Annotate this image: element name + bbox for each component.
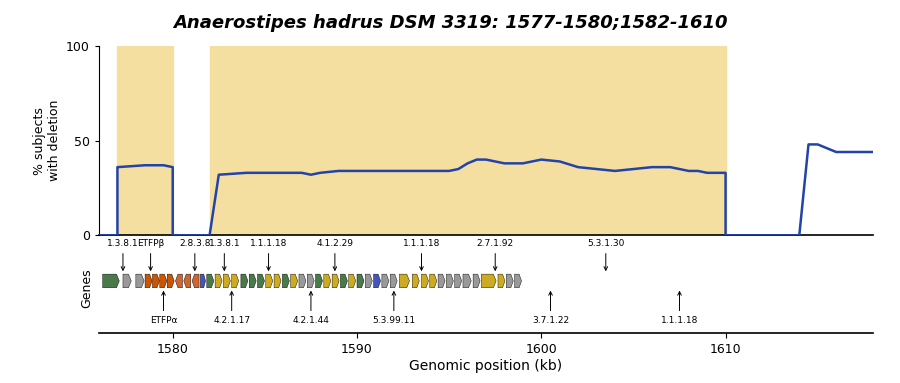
Polygon shape xyxy=(231,274,239,288)
Text: 3.7.1.22: 3.7.1.22 xyxy=(532,291,569,325)
Polygon shape xyxy=(283,274,290,288)
Polygon shape xyxy=(382,274,389,288)
Polygon shape xyxy=(498,274,505,288)
Polygon shape xyxy=(223,274,230,288)
Bar xyxy=(117,46,173,235)
Y-axis label: Genes: Genes xyxy=(80,268,94,308)
Polygon shape xyxy=(241,274,248,288)
Text: 5.3.99.11: 5.3.99.11 xyxy=(373,291,416,325)
Text: 4.2.1.44: 4.2.1.44 xyxy=(292,291,329,325)
Polygon shape xyxy=(184,274,191,288)
Polygon shape xyxy=(365,274,373,288)
Text: ETFPβ: ETFPβ xyxy=(137,239,164,270)
Polygon shape xyxy=(482,274,496,288)
Polygon shape xyxy=(515,274,522,288)
Text: 1.3.8.1: 1.3.8.1 xyxy=(107,239,139,270)
Polygon shape xyxy=(299,274,306,288)
Polygon shape xyxy=(421,274,428,288)
Polygon shape xyxy=(340,274,347,288)
Polygon shape xyxy=(257,274,265,288)
Polygon shape xyxy=(145,274,152,288)
Polygon shape xyxy=(201,274,205,288)
Text: 2.8.3.8: 2.8.3.8 xyxy=(179,239,211,270)
Polygon shape xyxy=(152,274,159,288)
Polygon shape xyxy=(374,274,381,288)
Text: 5.3.1.30: 5.3.1.30 xyxy=(587,239,625,270)
Polygon shape xyxy=(266,274,273,288)
Polygon shape xyxy=(430,274,436,288)
Polygon shape xyxy=(412,274,419,288)
Polygon shape xyxy=(400,274,410,288)
Polygon shape xyxy=(454,274,462,288)
Polygon shape xyxy=(391,274,397,288)
Polygon shape xyxy=(192,274,199,288)
Text: 1.3.8.1: 1.3.8.1 xyxy=(209,239,240,270)
Polygon shape xyxy=(160,274,166,288)
Text: 1.1.1.18: 1.1.1.18 xyxy=(403,239,440,270)
Polygon shape xyxy=(332,274,339,288)
Polygon shape xyxy=(348,274,356,288)
Polygon shape xyxy=(274,274,281,288)
Y-axis label: % subjects
with deletion: % subjects with deletion xyxy=(32,100,60,181)
Polygon shape xyxy=(167,274,175,288)
Polygon shape xyxy=(324,274,331,288)
Polygon shape xyxy=(103,274,120,288)
Polygon shape xyxy=(207,274,214,288)
Text: 4.2.1.17: 4.2.1.17 xyxy=(213,291,250,325)
Polygon shape xyxy=(249,274,256,288)
Polygon shape xyxy=(291,274,298,288)
Polygon shape xyxy=(463,274,472,288)
Polygon shape xyxy=(473,274,480,288)
Text: 2.7.1.92: 2.7.1.92 xyxy=(477,239,514,270)
Polygon shape xyxy=(215,274,222,288)
Polygon shape xyxy=(123,274,131,288)
Polygon shape xyxy=(176,274,183,288)
Polygon shape xyxy=(136,274,144,288)
Text: 1.1.1.18: 1.1.1.18 xyxy=(250,239,287,270)
Text: 1.1.1.18: 1.1.1.18 xyxy=(661,291,698,325)
X-axis label: Genomic position (kb): Genomic position (kb) xyxy=(410,359,562,373)
Polygon shape xyxy=(446,274,454,288)
Text: 4.1.2.29: 4.1.2.29 xyxy=(317,239,354,270)
Polygon shape xyxy=(357,274,364,288)
Polygon shape xyxy=(307,274,314,288)
Bar xyxy=(210,46,725,235)
Polygon shape xyxy=(438,274,446,288)
Polygon shape xyxy=(316,274,322,288)
Text: ETFPα: ETFPα xyxy=(149,291,177,325)
Polygon shape xyxy=(507,274,513,288)
Text: Anaerostipes hadrus DSM 3319: 1577-1580;1582-1610: Anaerostipes hadrus DSM 3319: 1577-1580;… xyxy=(173,14,727,32)
